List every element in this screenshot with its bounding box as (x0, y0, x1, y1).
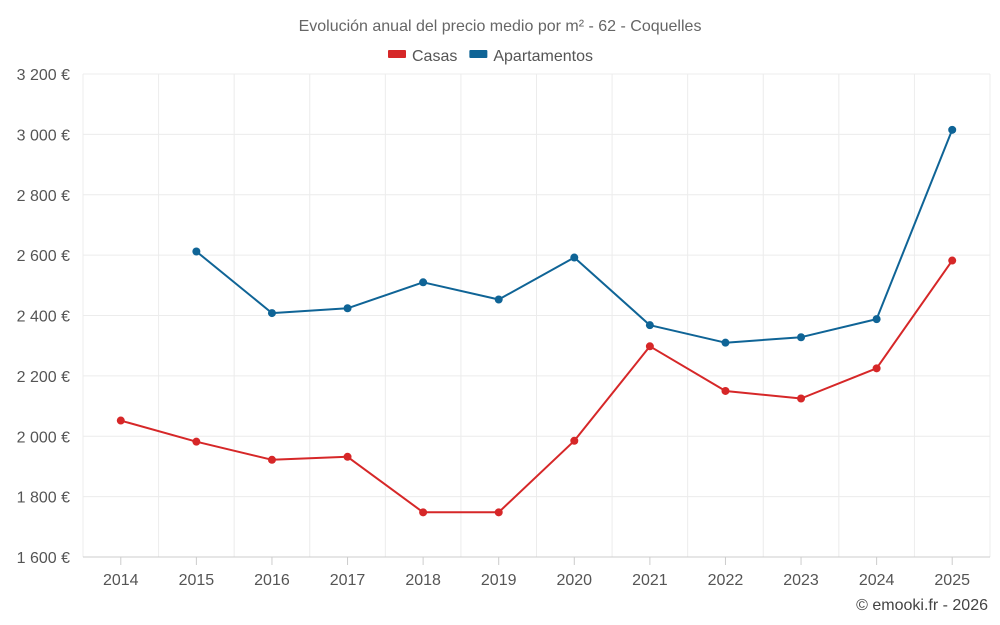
data-point-casas[interactable] (645, 342, 654, 351)
data-point-casas[interactable] (116, 416, 125, 425)
x-tick-label: 2018 (405, 572, 441, 589)
x-tick-label: 2017 (330, 572, 366, 589)
chart-title: Evolución anual del precio medio por m² … (299, 18, 702, 35)
x-tick-label: 2020 (556, 572, 592, 589)
data-point-apartamentos[interactable] (570, 253, 579, 262)
x-tick-label: 2021 (632, 572, 668, 589)
data-point-casas[interactable] (419, 508, 428, 517)
y-tick-label: 2 600 € (17, 248, 70, 265)
y-tick-label: 3 200 € (17, 67, 70, 84)
x-tick-label: 2016 (254, 572, 290, 589)
data-point-casas[interactable] (721, 386, 730, 395)
x-tick-label: 2014 (103, 572, 139, 589)
x-tick-label: 2019 (481, 572, 517, 589)
data-point-casas[interactable] (797, 394, 806, 403)
data-point-apartamentos[interactable] (343, 304, 352, 313)
data-point-casas[interactable] (872, 364, 881, 373)
data-point-apartamentos[interactable] (948, 125, 957, 134)
grid (82, 73, 991, 558)
y-tick-label: 2 400 € (17, 309, 70, 326)
x-tick-label: 2023 (783, 572, 819, 589)
legend-label-casas[interactable]: Casas (412, 48, 457, 65)
data-point-apartamentos[interactable] (494, 295, 503, 304)
series-layer (116, 125, 957, 517)
data-point-apartamentos[interactable] (797, 333, 806, 342)
y-tick-label: 2 800 € (17, 188, 70, 205)
legend: Casas Apartamentos (388, 48, 593, 65)
data-point-casas[interactable] (343, 452, 352, 461)
y-tick-label: 1 800 € (17, 490, 70, 507)
x-tick-label: 2022 (708, 572, 744, 589)
y-tick-label: 2 200 € (17, 369, 70, 386)
series-line-casas (120, 260, 954, 514)
data-point-apartamentos[interactable] (192, 247, 201, 256)
y-tick-label: 1 600 € (17, 550, 70, 567)
data-point-apartamentos[interactable] (645, 321, 654, 330)
data-point-apartamentos[interactable] (721, 338, 730, 347)
x-tick-label: 2025 (934, 572, 970, 589)
data-point-casas[interactable] (570, 436, 579, 445)
data-point-casas[interactable] (948, 256, 957, 265)
credit-text: © emooki.fr - 2026 (856, 597, 988, 614)
x-axis: 2014 2015 2016 2017 2018 2019 2020 2021 2022 2023… (103, 557, 970, 589)
data-point-casas[interactable] (192, 437, 201, 446)
data-point-apartamentos[interactable] (872, 315, 881, 324)
y-tick-label: 2 000 € (17, 429, 70, 446)
legend-swatch-apartamentos (469, 50, 488, 58)
data-point-apartamentos[interactable] (419, 278, 428, 287)
y-tick-label: 3 000 € (17, 127, 70, 144)
data-point-casas[interactable] (267, 455, 276, 464)
x-tick-label: 2024 (859, 572, 895, 589)
data-point-casas[interactable] (494, 508, 503, 517)
x-tick-label: 2015 (179, 572, 215, 589)
legend-swatch-casas (388, 50, 406, 58)
y-axis: 1 600 € 1 800 € 2 000 € 2 200 € 2 400 € 2 600… (17, 67, 70, 567)
data-point-apartamentos[interactable] (267, 309, 276, 318)
legend-label-apartamentos[interactable]: Apartamentos (493, 48, 593, 65)
